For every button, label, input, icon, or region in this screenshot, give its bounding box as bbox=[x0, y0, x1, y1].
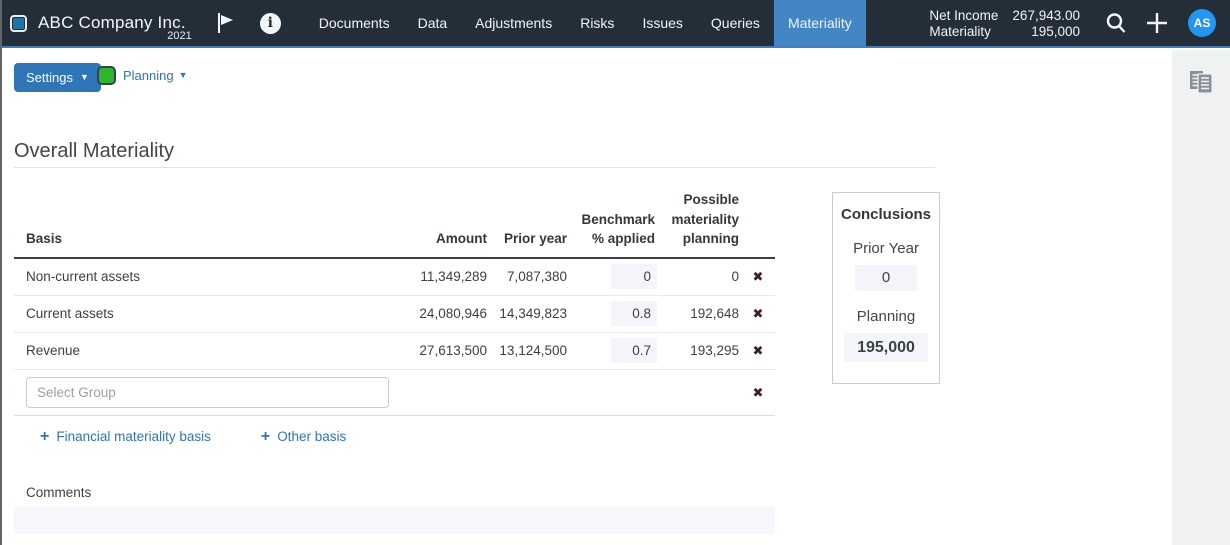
add-financial-basis-button[interactable]: + Financial materiality basis bbox=[40, 427, 211, 445]
nav-item-adjustments[interactable]: Adjustments bbox=[475, 15, 553, 31]
possible-materiality-value: 193,295 bbox=[690, 343, 739, 359]
amount-value: 11,349,289 bbox=[420, 269, 487, 285]
comments-field[interactable] bbox=[14, 507, 775, 534]
new-basis-row: ✖ bbox=[14, 370, 775, 416]
info-icon[interactable]: i bbox=[259, 12, 281, 34]
flag-icon[interactable] bbox=[216, 11, 236, 35]
documents-panel-icon[interactable] bbox=[1187, 68, 1215, 96]
nav-item-queries[interactable]: Queries bbox=[710, 15, 760, 31]
planning-conclusion-value: 195,000 bbox=[844, 333, 928, 362]
header-possible-materiality: Possible materiality planning bbox=[671, 192, 739, 247]
materiality-table: Basis Amount Prior year Benchmark % appl… bbox=[14, 190, 775, 445]
planning-label: Planning bbox=[856, 308, 916, 325]
header-prior-year: Prior year bbox=[503, 231, 567, 247]
window-left-edge bbox=[0, 0, 2, 545]
net-income-label: Net Income bbox=[929, 7, 999, 23]
nav-item-risks[interactable]: Risks bbox=[580, 15, 615, 31]
phase-status-icon bbox=[97, 66, 116, 85]
right-side-panel bbox=[1172, 50, 1230, 545]
basis-label: Revenue bbox=[26, 343, 81, 359]
settings-button-label: Settings bbox=[26, 70, 73, 85]
delete-row-icon[interactable]: ✖ bbox=[752, 343, 764, 359]
entity-status-icon[interactable] bbox=[10, 14, 27, 32]
entity-name[interactable]: ABC Company Inc. bbox=[38, 13, 186, 32]
table-row: Revenue 27,613,500 13,124,500 193,295 ✖ bbox=[14, 333, 775, 370]
amount-value: 24,080,946 bbox=[419, 306, 487, 322]
add-icon[interactable] bbox=[1144, 10, 1170, 36]
nav-item-data[interactable]: Data bbox=[417, 15, 448, 31]
prior-year-value: 14,349,823 bbox=[499, 306, 567, 322]
prior-year-value: 13,124,500 bbox=[499, 343, 567, 359]
select-group-input[interactable] bbox=[26, 376, 389, 408]
benchmark-input[interactable] bbox=[611, 264, 657, 290]
delete-row-icon[interactable]: ✖ bbox=[752, 384, 764, 400]
plus-icon: + bbox=[260, 427, 271, 445]
materiality-stat-value: 195,000 bbox=[1031, 23, 1080, 39]
chevron-down-icon: ▼ bbox=[79, 72, 89, 82]
nav-item-issues[interactable]: Issues bbox=[642, 15, 683, 31]
prior-year-value: 7,087,380 bbox=[506, 269, 567, 285]
phase-dropdown[interactable]: Planning ▼ bbox=[97, 66, 188, 85]
phase-dropdown-label: Planning bbox=[123, 68, 174, 83]
basis-label: Current assets bbox=[26, 306, 114, 322]
amount-value: 27,613,500 bbox=[419, 343, 487, 359]
possible-materiality-value: 192,648 bbox=[690, 306, 739, 322]
add-other-basis-label: Other basis bbox=[277, 429, 347, 445]
conclusions-title: Conclusions bbox=[840, 206, 931, 223]
net-income-value: 267,943.00 bbox=[1012, 7, 1080, 23]
title-divider bbox=[14, 167, 935, 168]
header-basis: Basis bbox=[26, 231, 63, 247]
nav-item-documents[interactable]: Documents bbox=[318, 15, 390, 31]
table-row: Current assets 24,080,946 14,349,823 192… bbox=[14, 296, 775, 333]
delete-row-icon[interactable]: ✖ bbox=[752, 269, 764, 285]
basis-label: Non-current assets bbox=[26, 269, 141, 285]
prior-year-conclusion-value: 0 bbox=[855, 265, 917, 291]
entity-year: 2021 bbox=[167, 30, 192, 42]
add-other-basis-button[interactable]: + Other basis bbox=[260, 427, 347, 445]
settings-button[interactable]: Settings ▼ bbox=[14, 63, 101, 92]
table-header-row: Basis Amount Prior year Benchmark % appl… bbox=[14, 190, 775, 259]
plus-icon: + bbox=[40, 427, 50, 445]
add-financial-basis-label: Financial materiality basis bbox=[56, 429, 211, 445]
prior-year-label: Prior Year bbox=[853, 240, 919, 257]
user-avatar[interactable]: AS bbox=[1188, 9, 1216, 37]
possible-materiality-value: 0 bbox=[731, 269, 739, 285]
table-row: Non-current assets 11,349,289 7,087,380 … bbox=[14, 259, 775, 296]
top-navbar: ABC Company Inc. 2021 i Documents Data A… bbox=[0, 0, 1230, 48]
header-benchmark: Benchmark % applied bbox=[581, 211, 655, 247]
page-title: Overall Materiality bbox=[14, 140, 175, 162]
main-menu: Documents Data Adjustments Risks Issues … bbox=[305, 0, 866, 46]
comments-label: Comments bbox=[26, 485, 92, 500]
conclusions-panel: Conclusions Prior Year 0 Planning 195,00… bbox=[832, 192, 940, 384]
materiality-stat-label: Materiality bbox=[929, 23, 991, 39]
search-icon[interactable] bbox=[1104, 11, 1128, 35]
header-amount: Amount bbox=[436, 231, 487, 247]
benchmark-input[interactable] bbox=[611, 301, 657, 327]
benchmark-input[interactable] bbox=[611, 338, 657, 364]
materiality-stats: Net Income 267,943.00 Materiality 195,00… bbox=[929, 8, 1080, 39]
chevron-down-icon: ▼ bbox=[178, 70, 188, 80]
nav-item-materiality[interactable]: Materiality bbox=[773, 0, 866, 46]
delete-row-icon[interactable]: ✖ bbox=[752, 306, 764, 322]
add-links-row: + Financial materiality basis + Other ba… bbox=[14, 416, 775, 445]
